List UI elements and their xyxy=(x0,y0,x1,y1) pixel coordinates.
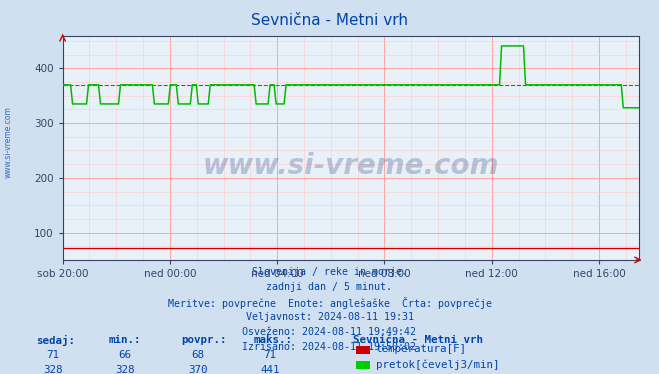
Text: 68: 68 xyxy=(191,350,204,361)
Text: min.:: min.: xyxy=(109,335,141,345)
Text: Sevnična - Metni vrh: Sevnična - Metni vrh xyxy=(251,13,408,28)
Text: sedaj:: sedaj: xyxy=(36,335,75,346)
Text: zadnji dan / 5 minut.: zadnji dan / 5 minut. xyxy=(266,282,393,292)
Text: Izrisano: 2024-08-11 19:50:02: Izrisano: 2024-08-11 19:50:02 xyxy=(243,342,416,352)
Text: Meritve: povprečne  Enote: anglešaške  Črta: povprečje: Meritve: povprečne Enote: anglešaške Črt… xyxy=(167,297,492,309)
Text: 71: 71 xyxy=(46,350,59,361)
Text: Osveženo: 2024-08-11 19:49:42: Osveženo: 2024-08-11 19:49:42 xyxy=(243,327,416,337)
Text: Sevnična - Metni vrh: Sevnična - Metni vrh xyxy=(353,335,482,345)
Text: povpr.:: povpr.: xyxy=(181,335,227,345)
Text: www.si-vreme.com: www.si-vreme.com xyxy=(203,152,499,180)
Text: pretok[čevelj3/min]: pretok[čevelj3/min] xyxy=(376,359,499,370)
Text: 71: 71 xyxy=(264,350,277,361)
Text: 328: 328 xyxy=(43,365,63,374)
Text: Veljavnost: 2024-08-11 19:31: Veljavnost: 2024-08-11 19:31 xyxy=(246,312,413,322)
Text: 441: 441 xyxy=(260,365,280,374)
Text: 328: 328 xyxy=(115,365,135,374)
Text: maks.:: maks.: xyxy=(254,335,293,345)
Text: 370: 370 xyxy=(188,365,208,374)
Text: 66: 66 xyxy=(119,350,132,361)
Text: Slovenija / reke in morje.: Slovenija / reke in morje. xyxy=(252,267,407,278)
Text: www.si-vreme.com: www.si-vreme.com xyxy=(4,106,13,178)
Text: temperatura[F]: temperatura[F] xyxy=(376,344,467,354)
